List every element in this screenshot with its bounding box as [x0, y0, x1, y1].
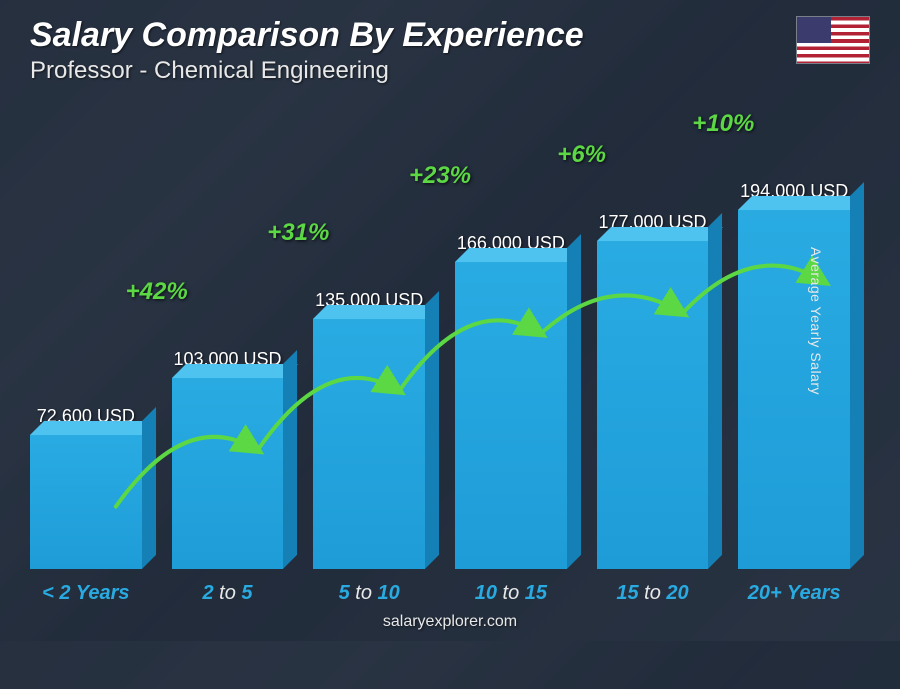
bar-column: 166,000 USD [455, 233, 567, 569]
bar [455, 262, 567, 569]
bar [597, 241, 709, 569]
bar-column: 177,000 USD [597, 212, 709, 569]
x-axis-labels: < 2 Years 2 to 5 5 to 10 10 to 15 15 to 20 20… [30, 582, 850, 605]
footer-source: salaryexplorer.com [0, 613, 900, 631]
title-block: Salary Comparison By Experience Professo… [30, 16, 584, 85]
x-axis-label: 20+ Years [738, 582, 850, 605]
bar [738, 210, 850, 569]
header: Salary Comparison By Experience Professo… [30, 16, 870, 85]
bar-chart: 72,600 USD 103,000 USD 135,000 USD 166,0… [30, 120, 850, 569]
bar-column: 72,600 USD [30, 406, 142, 569]
bar-column: 135,000 USD [313, 290, 425, 569]
x-axis-label: 5 to 10 [313, 582, 425, 605]
x-axis-label: 15 to 20 [597, 582, 709, 605]
y-axis-label: Average Yearly Salary [808, 247, 824, 395]
pct-increase-label: +23% [409, 162, 471, 190]
bar-column: 103,000 USD [172, 349, 284, 569]
pct-increase-label: +6% [557, 141, 606, 169]
x-axis-label: < 2 Years [30, 582, 142, 605]
pct-increase-label: +31% [267, 219, 329, 247]
x-axis-label: 10 to 15 [455, 582, 567, 605]
page-title: Salary Comparison By Experience [30, 16, 584, 55]
flag-icon [796, 16, 870, 64]
bar [313, 319, 425, 569]
pct-increase-label: +10% [692, 110, 754, 138]
x-axis-label: 2 to 5 [172, 582, 284, 605]
bar [30, 435, 142, 569]
pct-increase-label: +42% [126, 278, 188, 306]
page-subtitle: Professor - Chemical Engineering [30, 57, 584, 85]
bar-column: 194,000 USD [738, 181, 850, 569]
bar [172, 378, 284, 569]
